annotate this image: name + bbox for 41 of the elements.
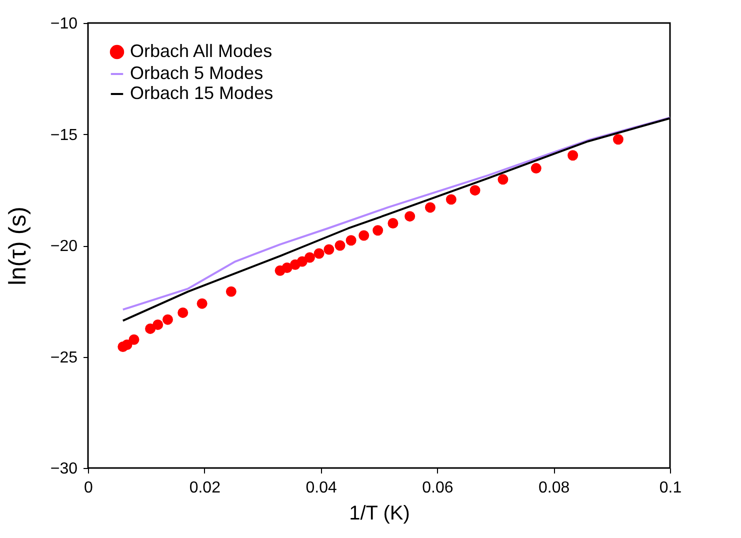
y-tick-label: −30 — [50, 460, 78, 478]
point — [470, 185, 480, 196]
point — [424, 202, 436, 213]
y-tick-label: −15 — [50, 126, 78, 144]
point — [346, 235, 356, 246]
point — [334, 240, 346, 251]
point — [196, 298, 208, 309]
point — [498, 174, 508, 185]
x-tick-label: 0.06 — [422, 480, 454, 496]
y-tick-label: −20 — [50, 238, 78, 255]
y-tick-label: −25 — [50, 349, 78, 366]
x-tick-label: 0.02 — [189, 480, 221, 496]
point — [304, 252, 315, 263]
x-tick-label: 0.04 — [306, 480, 337, 496]
point — [282, 262, 292, 273]
point — [388, 218, 398, 228]
legend-label: Orbach 15 Modes — [130, 83, 274, 103]
point — [145, 323, 156, 334]
x-tick-label: 0.1 — [659, 480, 682, 496]
y-axis-title: ln(τ) (s) — [4, 206, 32, 286]
point — [162, 314, 173, 325]
point — [446, 194, 456, 205]
x-tick-label: 0 — [84, 480, 94, 496]
point — [324, 244, 334, 255]
x-tick-label: 0.08 — [538, 480, 570, 496]
point — [128, 334, 140, 345]
point — [122, 340, 132, 350]
point — [358, 230, 370, 241]
legend-label: Orbach All Modes — [130, 41, 272, 61]
point — [178, 307, 188, 318]
point — [226, 286, 236, 297]
point — [568, 150, 578, 161]
point — [404, 211, 416, 222]
point — [530, 163, 542, 174]
point — [612, 134, 624, 145]
x-axis-title: 1/T (K) — [349, 502, 410, 524]
point — [372, 225, 384, 236]
point — [152, 319, 164, 330]
y-tick-label: −10 — [50, 16, 78, 32]
point — [314, 248, 324, 259]
legend-label: Orbach 5 Modes — [130, 63, 264, 83]
